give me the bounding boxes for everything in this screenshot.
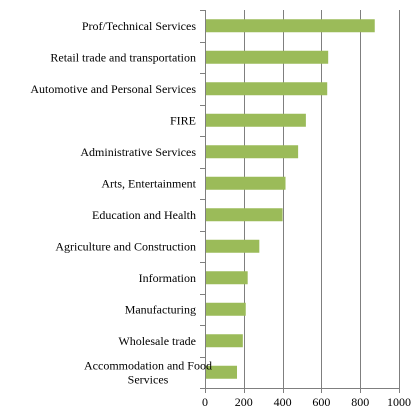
category-label-line: Arts, Entertainment [101, 176, 196, 190]
bar-11 [205, 334, 243, 348]
bar-2 [205, 50, 329, 64]
category-label-line: Information [139, 271, 196, 285]
category-label-5: Administrative Services [80, 145, 196, 159]
category-label-7: Education and Health [92, 208, 196, 222]
bar-8 [205, 239, 260, 253]
category-label-2: Retail trade and transportation [50, 50, 196, 64]
category-label-11: Wholesale trade [118, 334, 196, 348]
x-tick-label-0: 0 [202, 395, 208, 409]
category-label-10: Manufacturing [125, 302, 196, 316]
bar-4 [205, 113, 306, 127]
category-label-line: Accommodation and Food [84, 358, 212, 372]
category-label-line: Prof/Technical Services [82, 19, 196, 33]
x-tick-label-400: 400 [274, 395, 292, 409]
category-label-6: Arts, Entertainment [101, 176, 196, 190]
axes [200, 10, 400, 393]
x-tick-label-1000: 1000 [387, 395, 411, 409]
bar-10 [205, 302, 246, 316]
x-tick-label-800: 800 [351, 395, 369, 409]
bar-5 [205, 145, 299, 159]
gridlines [244, 10, 400, 388]
category-label-line: Retail trade and transportation [50, 50, 196, 64]
bar-12 [205, 365, 238, 379]
category-label-1: Prof/Technical Services [82, 19, 196, 33]
category-label-4: FIRE [170, 113, 196, 127]
bar-7 [205, 208, 283, 222]
category-label-line: FIRE [170, 113, 196, 127]
category-label-line: Manufacturing [125, 302, 196, 316]
category-label-3: Automotive and Personal Services [30, 82, 196, 96]
bars [205, 19, 375, 379]
category-label-line: Automotive and Personal Services [30, 82, 196, 96]
category-label-line: Education and Health [92, 208, 196, 222]
category-label-12: Accommodation and Food Services [84, 358, 212, 386]
bar-6 [205, 176, 286, 190]
x-tick-label-600: 600 [312, 395, 330, 409]
x-tick-labels: 0 200 400 600 800 1000 [202, 395, 411, 409]
bar-1 [205, 19, 375, 33]
category-label-8: Agriculture and Construction [55, 239, 196, 253]
category-labels: Prof/Technical Services Retail trade and … [30, 19, 212, 387]
bar-3 [205, 82, 328, 96]
category-label-9: Information [139, 271, 196, 285]
category-label-line: Wholesale trade [118, 334, 196, 348]
category-label-line: Services [128, 372, 169, 386]
category-label-line: Agriculture and Construction [55, 239, 196, 253]
category-label-line: Administrative Services [80, 145, 196, 159]
bar-9 [205, 271, 248, 285]
x-tick-label-200: 200 [235, 395, 253, 409]
